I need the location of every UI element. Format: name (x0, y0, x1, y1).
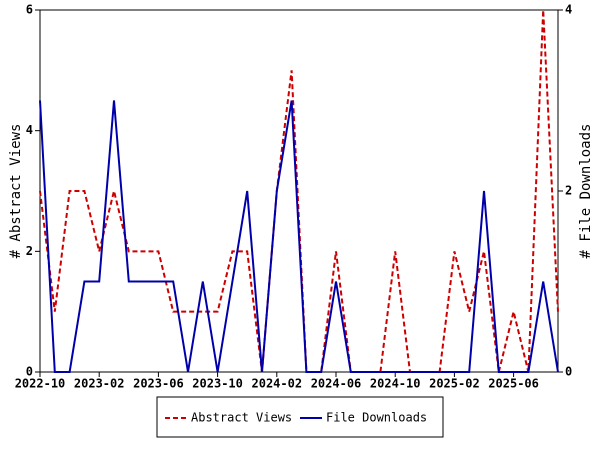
y-axis-title: # Abstract Views (8, 124, 24, 259)
y-tick-label: 0 (26, 365, 33, 379)
x-tick-label: 2023-06 (133, 377, 184, 391)
y2-tick-label: 2 (565, 184, 572, 198)
y2-tick-label: 4 (565, 3, 572, 17)
series-line (39, 100, 559, 373)
x-tick-label: 2025-02 (429, 377, 480, 391)
y-tick-label: 2 (26, 244, 33, 258)
x-tick-label: 2022-10 (15, 377, 66, 391)
plot-frame (39, 9, 559, 373)
x-tick-label: 2023-10 (192, 377, 243, 391)
x-tick-label: 2024-10 (370, 377, 421, 391)
legend-label: Abstract Views (191, 411, 292, 425)
x-tick-label: 2023-02 (74, 377, 125, 391)
legend-label: File Downloads (326, 411, 427, 425)
series-line (39, 9, 559, 373)
x-tick-label: 2025-06 (488, 377, 539, 391)
y2-axis-title: # File Downloads (578, 124, 594, 259)
x-tick-label: 2024-06 (311, 377, 362, 391)
y-tick-label: 6 (26, 3, 33, 17)
y2-tick-label: 0 (565, 365, 572, 379)
y-tick-label: 4 (26, 123, 33, 137)
x-tick-label: 2024-02 (252, 377, 303, 391)
